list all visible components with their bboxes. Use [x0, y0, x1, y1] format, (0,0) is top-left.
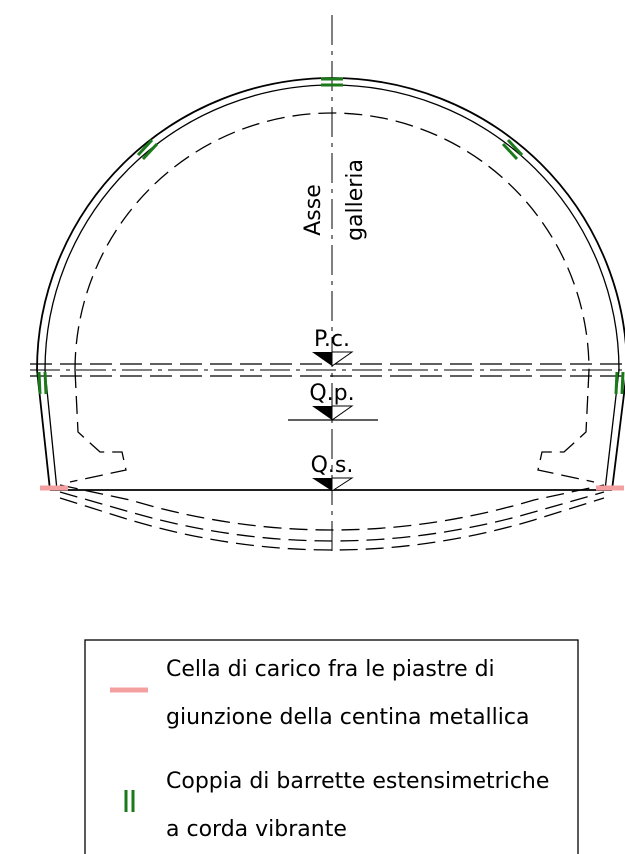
legend-text: Coppia di barrette estensimetriche: [166, 769, 549, 794]
axis-label: Asse: [301, 184, 326, 236]
level-markers: [312, 351, 354, 492]
marker-qs: [331, 477, 354, 492]
marker-qp: [312, 406, 332, 420]
legend-text: a corda vibrante: [166, 817, 347, 842]
marker-qs: [312, 478, 332, 491]
marker-pc: [331, 351, 354, 367]
dashed-wall-left: [69, 369, 127, 483]
dashed-wall-right: [537, 369, 595, 483]
axis-label: galleria: [343, 159, 368, 241]
level-label: Q.s.: [311, 453, 354, 478]
legend-strain-gauge: [124, 790, 135, 812]
tunnel-section: [30, 15, 625, 555]
legend-text: giunzione della centina metallica: [166, 705, 529, 730]
marker-pc: [312, 352, 332, 366]
legend-text: Cella di carico fra le piastre di: [166, 657, 495, 682]
strain-gauges: [37, 77, 625, 395]
marker-qp: [331, 405, 354, 421]
level-label: Q.p.: [309, 381, 354, 406]
outer-arch: [36, 77, 625, 491]
dashed-invert-outer-2: [59, 497, 605, 551]
legend-box: [84, 639, 579, 854]
level-label: P.c.: [314, 327, 350, 352]
